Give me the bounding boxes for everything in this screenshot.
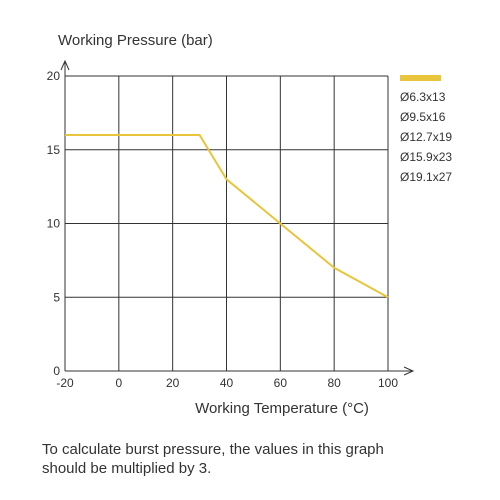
x-axis-arrow bbox=[403, 366, 415, 376]
y-tick-label: 0 bbox=[53, 364, 60, 378]
legend: Ø6.3x13 Ø9.5x16 Ø12.7x19 Ø15.9x23 Ø19.1x27 bbox=[400, 75, 452, 184]
note-line-1: To calculate burst pressure, the values … bbox=[42, 441, 384, 458]
grid bbox=[65, 75, 389, 371]
legend-swatch bbox=[400, 75, 441, 81]
y-tick-label: 15 bbox=[47, 143, 61, 157]
y-tick-label: 20 bbox=[47, 69, 61, 83]
note-line-2: should be multiplied by 3. bbox=[42, 460, 212, 477]
burst-pressure-note: To calculate burst pressure, the values … bbox=[42, 440, 482, 478]
x-axis-title: Working Temperature (°C) bbox=[195, 400, 369, 417]
x-tick-label: 40 bbox=[220, 376, 234, 390]
legend-item: Ø15.9x23 bbox=[400, 150, 452, 164]
x-tick-label: 80 bbox=[327, 376, 341, 390]
x-tick-label: 60 bbox=[274, 376, 288, 390]
axes bbox=[60, 59, 415, 376]
series-layer bbox=[64, 134, 389, 299]
legend-item: Ø6.3x13 bbox=[400, 90, 446, 104]
y-tick-label: 5 bbox=[53, 290, 60, 304]
y-axis-arrow bbox=[60, 59, 70, 71]
series-line-0 bbox=[65, 134, 389, 299]
x-tick-label: 0 bbox=[115, 376, 122, 390]
legend-item: Ø12.7x19 bbox=[400, 130, 452, 144]
x-tick-label: -20 bbox=[56, 376, 74, 390]
y-tick-label: 10 bbox=[47, 217, 61, 231]
x-tick-label: 20 bbox=[166, 376, 180, 390]
x-tick-label: 100 bbox=[378, 376, 398, 390]
y-axis-title: Working Pressure (bar) bbox=[58, 32, 213, 49]
legend-item: Ø9.5x16 bbox=[400, 110, 446, 124]
legend-item: Ø19.1x27 bbox=[400, 170, 452, 184]
